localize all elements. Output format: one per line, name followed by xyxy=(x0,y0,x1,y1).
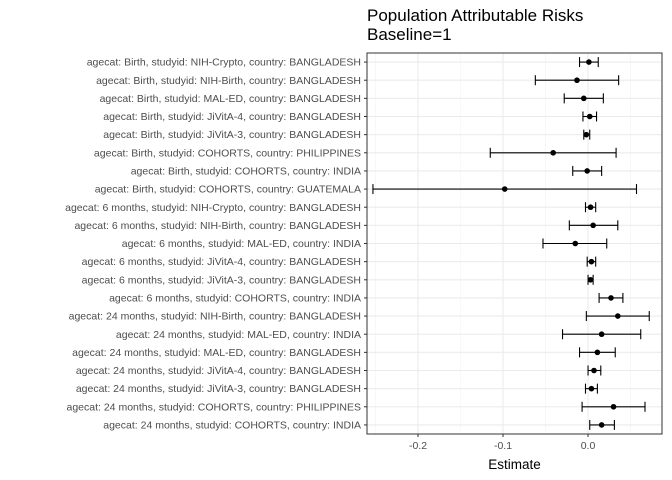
y-tick-label: agecat: Birth, studyid: NIH-Crypto, coun… xyxy=(87,57,361,69)
y-tick-label: agecat: 6 months, studyid: JiVitA-3, cou… xyxy=(82,274,361,286)
axis-layer: agecat: Birth, studyid: NIH-Crypto, coun… xyxy=(65,57,595,452)
point-estimate xyxy=(574,77,580,84)
point-estimate xyxy=(572,240,579,247)
y-tick-label: agecat: 24 months, studyid: MAL-ED, coun… xyxy=(116,329,361,341)
point-estimate xyxy=(614,313,621,319)
x-tick-label: 0.0 xyxy=(581,440,596,452)
x-axis-label: Estimate xyxy=(488,457,541,472)
point-estimate xyxy=(590,222,596,229)
point-estimate xyxy=(608,295,614,301)
y-tick-label: agecat: Birth, studyid: MAL-ED, country:… xyxy=(100,93,361,105)
y-tick-label: agecat: Birth, studyid: JiVitA-4, countr… xyxy=(103,111,361,123)
point-estimate xyxy=(586,113,593,120)
y-tick-label: agecat: 6 months, studyid: COHORTS, coun… xyxy=(109,293,361,305)
point-estimate xyxy=(610,403,617,410)
y-tick-label: agecat: 6 months, studyid: NIH-Crypto, c… xyxy=(65,202,361,214)
point-estimate xyxy=(550,149,556,156)
marks-layer xyxy=(372,57,650,430)
point-estimate xyxy=(584,168,590,174)
point-estimate xyxy=(586,59,592,65)
y-tick-label: agecat: 6 months, studyid: JiVitA-4, cou… xyxy=(82,256,361,268)
y-tick-label: agecat: Birth, studyid: COHORTS, country… xyxy=(131,166,361,178)
point-estimate xyxy=(501,186,508,192)
y-tick-label: agecat: 24 months, studyid: COHORTS, cou… xyxy=(66,401,361,413)
y-tick-label: agecat: 24 months, studyid: JiVitA-4, co… xyxy=(76,365,361,377)
point-estimate xyxy=(587,204,594,211)
x-tick-label: -0.1 xyxy=(494,440,512,452)
point-estimate xyxy=(598,422,605,428)
y-tick-label: agecat: Birth, studyid: COHORTS, country… xyxy=(95,184,361,196)
y-tick-label: agecat: 24 months, studyid: NIH-Birth, c… xyxy=(69,311,361,323)
chart-subtitle: Baseline=1 xyxy=(367,25,452,44)
y-tick-label: agecat: 24 months, studyid: JiVitA-3, co… xyxy=(76,383,361,395)
y-tick-label: agecat: Birth, studyid: NIH-Birth, count… xyxy=(96,75,361,87)
chart-title: Population Attributable Risks xyxy=(367,6,583,25)
y-tick-label: agecat: 6 months, studyid: NIH-Birth, co… xyxy=(74,220,361,232)
y-tick-label: agecat: 24 months, studyid: MAL-ED, coun… xyxy=(72,347,361,359)
point-estimate xyxy=(588,385,595,392)
point-estimate xyxy=(580,95,587,102)
y-tick-label: agecat: 6 months, studyid: MAL-ED, count… xyxy=(122,238,361,250)
point-estimate xyxy=(591,367,597,374)
point-estimate xyxy=(583,131,590,138)
point-estimate xyxy=(588,258,595,265)
x-tick-label: -0.2 xyxy=(409,440,427,452)
point-estimate xyxy=(598,331,605,338)
point-estimate xyxy=(594,349,601,356)
y-tick-label: agecat: 24 months, studyid: COHORTS, cou… xyxy=(103,420,361,432)
point-estimate xyxy=(587,276,594,283)
y-tick-label: agecat: Birth, studyid: JiVitA-3, countr… xyxy=(103,129,361,141)
y-tick-label: agecat: Birth, studyid: COHORTS, country… xyxy=(94,147,361,159)
